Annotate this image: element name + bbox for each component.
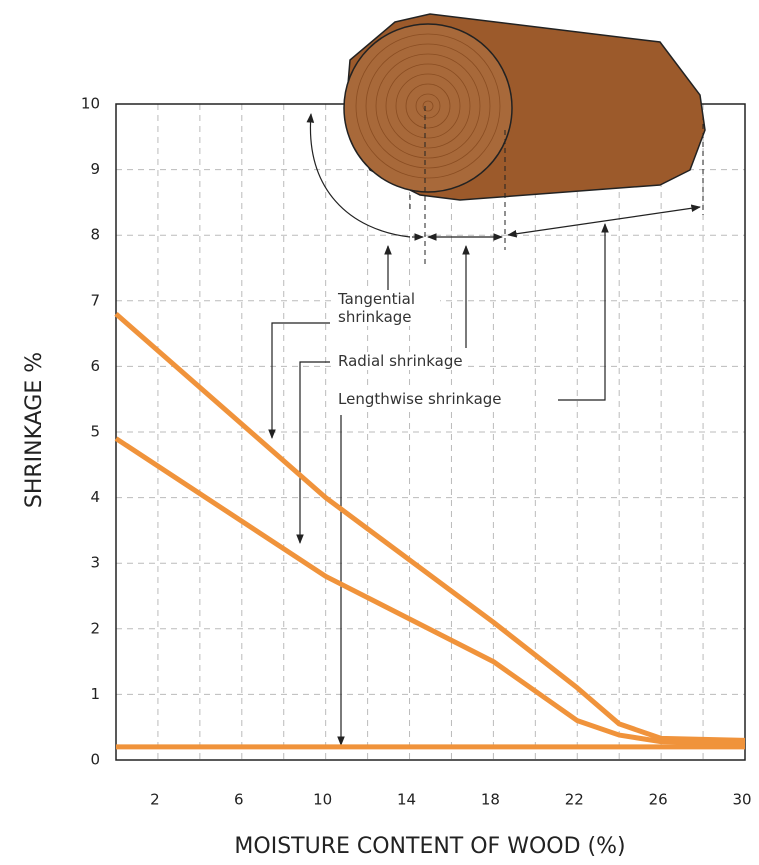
y-tick-label: 9: [90, 160, 100, 178]
x-tick-label: 6: [234, 791, 244, 809]
y-tick-label: 0: [90, 751, 100, 769]
x-tick-label: 30: [732, 791, 751, 809]
log-illustration: [268, 13, 706, 746]
x-tick-label: 18: [481, 791, 500, 809]
x-tick-label: 22: [565, 791, 584, 809]
y-tick-label: 8: [90, 226, 100, 244]
plot-frame: [115, 103, 746, 761]
y-tick-label: 3: [90, 554, 100, 572]
annotation: Tangential shrinkage: [336, 290, 440, 326]
data-line: [114, 312, 746, 743]
y-axis-label: SHRINKAGE %: [22, 352, 47, 508]
data-line: [114, 436, 746, 747]
x-tick-label: 14: [397, 791, 416, 809]
x-axis-label: MOISTURE CONTENT OF WOOD (%): [234, 834, 625, 859]
y-tick-label: 2: [90, 619, 100, 637]
annotation: Lengthwise shrinkage: [336, 390, 504, 408]
x-tick-label: 10: [313, 791, 332, 809]
y-tick-label: 10: [81, 95, 100, 113]
y-tick-label: 6: [90, 357, 100, 375]
y-tick-label: 1: [90, 685, 100, 703]
annotation: Radial shrinkage: [336, 352, 465, 370]
x-tick-label: 2: [150, 791, 160, 809]
x-tick-label: 26: [649, 791, 668, 809]
y-tick-label: 5: [90, 423, 100, 441]
y-tick-label: 7: [90, 291, 100, 309]
y-tick-label: 4: [90, 488, 100, 506]
